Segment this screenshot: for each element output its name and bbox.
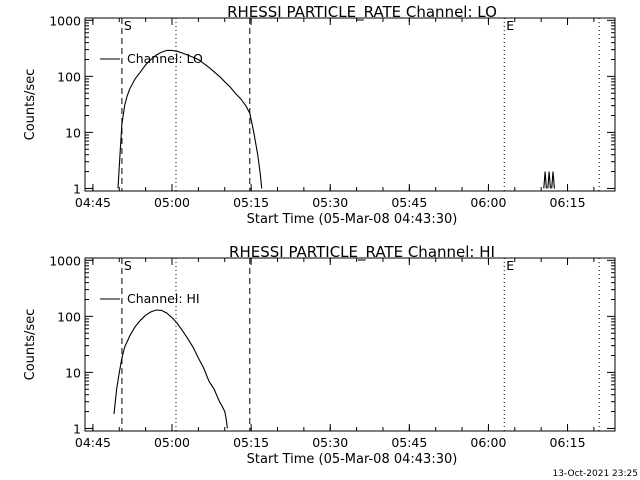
x-tick-label: 06:00 [470,435,506,450]
x-tick-label: 05:45 [391,435,427,450]
plot-frame [84,17,616,192]
marker-label: S [124,18,132,33]
chart-title: RHESSI PARTICLE_RATE Channel: LO [227,3,497,22]
marker-label: E [506,258,514,273]
y-tick-label: 1 [73,181,81,196]
y-tick-label: 1 [73,421,81,436]
x-tick-label: 06:15 [550,435,586,450]
y-axis-label: Counts/sec [23,69,38,141]
x-axis-label: Start Time (05-Mar-08 04:43:30) [247,212,458,227]
y-tick-label: 1000 [49,13,81,28]
lo-channel-panel: RHESSI PARTICLE_RATE Channel: LO 04:45 05:… [23,3,616,227]
plot-frame [84,257,616,432]
series-line [543,171,547,189]
series-line [113,309,228,429]
x-tick-label: 06:00 [470,195,506,210]
series-line [551,171,555,189]
timestamp: 13-Oct-2021 23:25 [553,469,638,479]
marker-label: E [506,18,514,33]
x-tick-label: 04:45 [75,195,111,210]
x-tick-label: 05:00 [154,195,190,210]
x-tick-label: 05:00 [154,435,190,450]
x-axis-label: Start Time (05-Mar-08 04:43:30) [247,452,458,467]
y-axis-label: Counts/sec [23,309,38,381]
x-tick-label: 06:15 [550,195,586,210]
x-tick-label: 04:45 [75,435,111,450]
x-tick-label: 05:15 [233,435,269,450]
y-tick-label: 1000 [49,253,81,268]
legend-label: Channel: HI [127,291,200,306]
x-tick-label: 05:45 [391,195,427,210]
x-tick-label: 05:30 [312,195,348,210]
series-line [117,49,263,189]
chart-title: RHESSI PARTICLE_RATE Channel: HI [229,243,495,262]
series-line [547,171,551,189]
x-tick-label: 05:30 [312,435,348,450]
y-tick-label: 10 [65,365,81,380]
x-tick-label: 05:15 [233,195,269,210]
y-tick-label: 10 [65,125,81,140]
hi-channel-panel: RHESSI PARTICLE_RATE Channel: HI 04:45 05:… [23,243,616,467]
legend-label: Channel: LO [127,51,203,66]
marker-label: S [124,258,132,273]
y-tick-label: 100 [57,69,81,84]
y-tick-label: 100 [57,309,81,324]
